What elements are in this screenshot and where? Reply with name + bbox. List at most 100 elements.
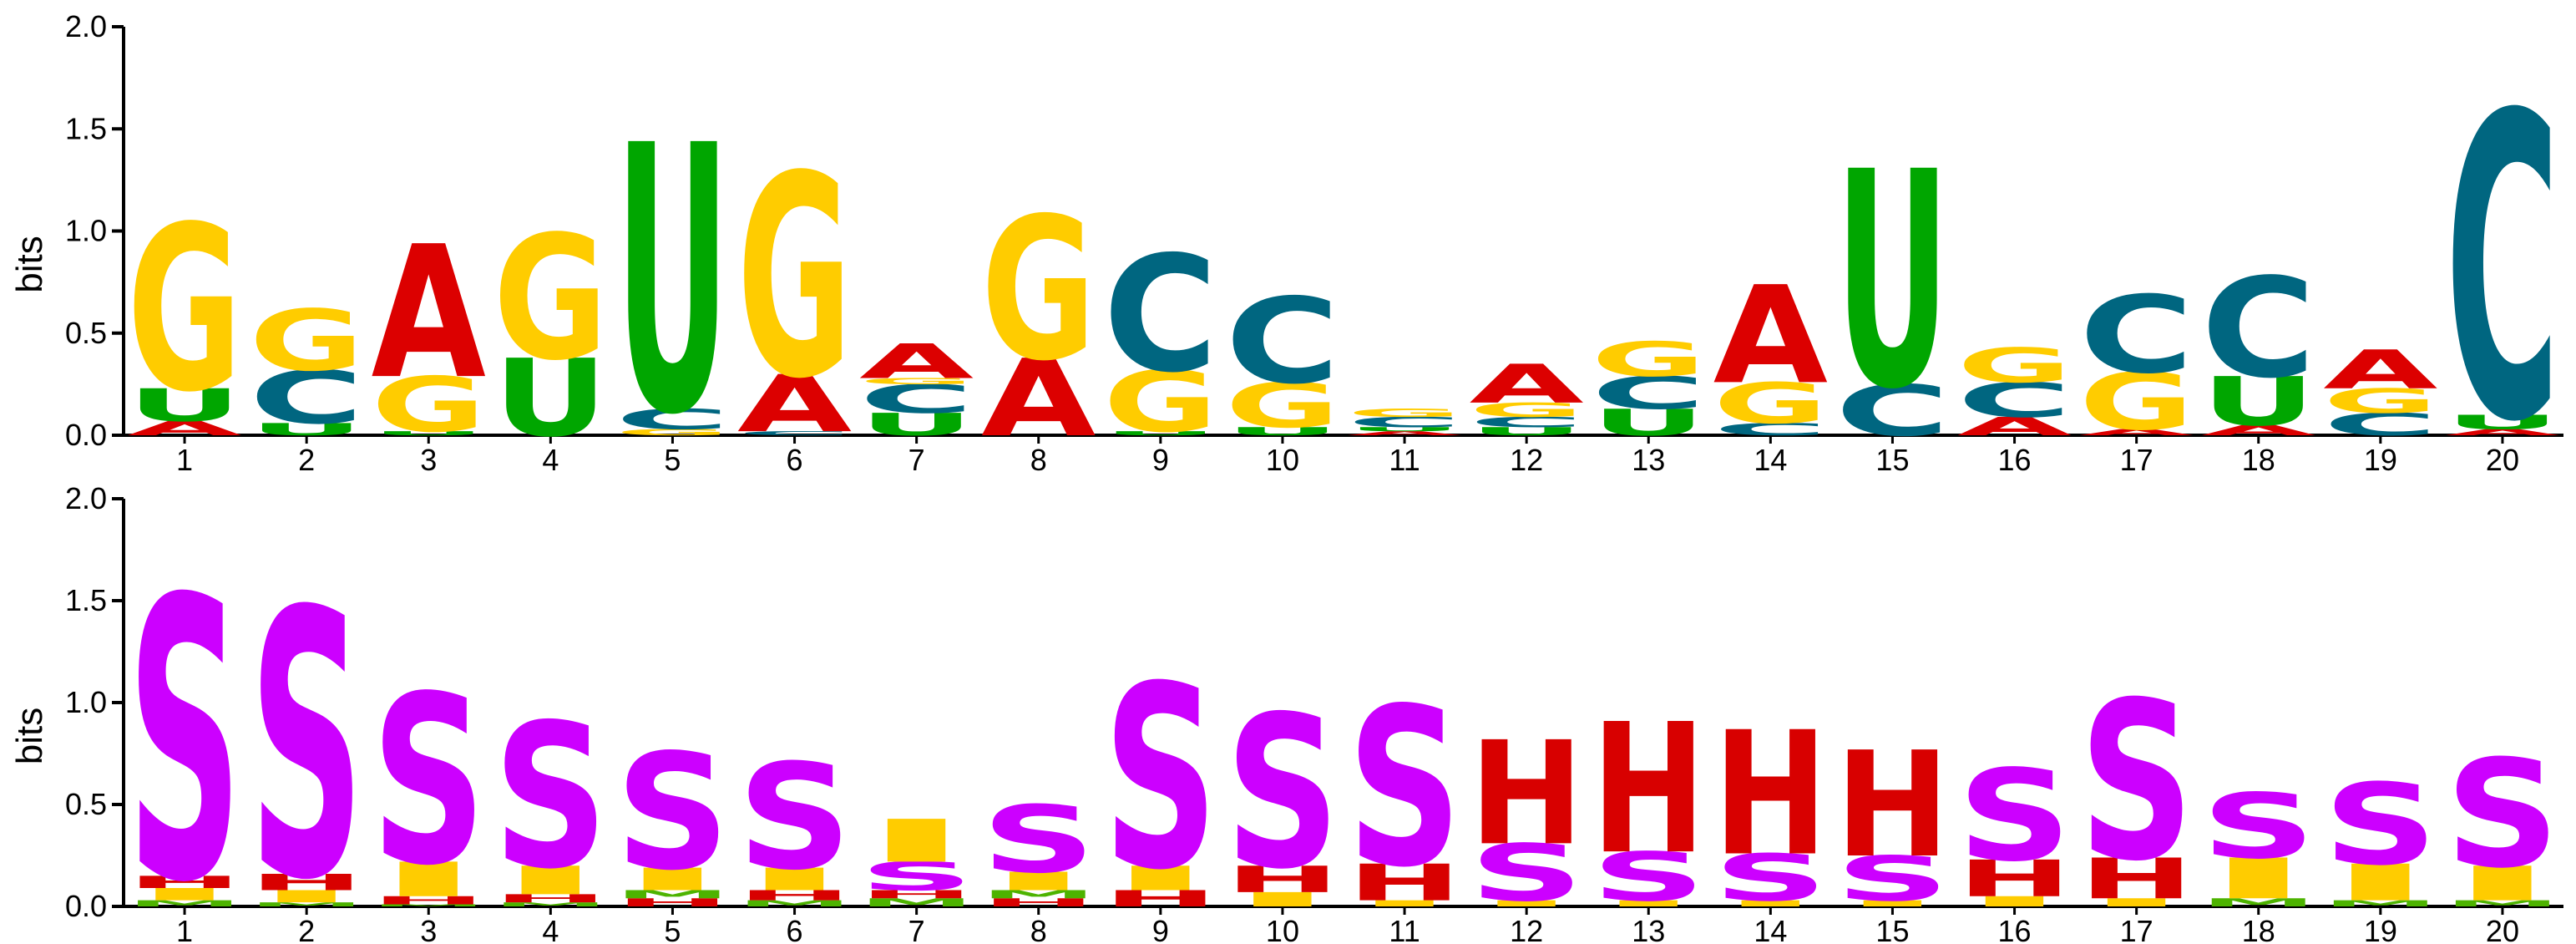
x-tick-label: 16	[1998, 443, 2032, 477]
logo-glyph-S: S	[372, 647, 486, 917]
logo-glyph-S: S	[1835, 844, 1950, 916]
x-tick-label: 15	[1875, 443, 1909, 477]
logo-glyph-A: A	[859, 334, 974, 389]
logo-glyph-H: H	[1103, 886, 1217, 911]
logo-glyph-H: H	[249, 870, 363, 896]
logo-glyph-I: I	[1103, 859, 1217, 898]
logo-glyph-H: H	[1225, 859, 1339, 901]
logo-glyph-M: M	[615, 888, 730, 901]
logo-glyph-A: A	[2201, 422, 2315, 439]
logo-glyph-I: I	[1469, 899, 1583, 909]
x-tick-label: 19	[2364, 914, 2397, 944]
x-tick-label: 10	[1266, 443, 1299, 477]
x-tick-label: 2	[298, 914, 315, 944]
logo-glyph-H: H	[1469, 712, 1583, 877]
x-tick-label: 5	[664, 443, 681, 477]
x-tick-label: 18	[2242, 914, 2275, 944]
logo-glyph-M: M	[2445, 899, 2559, 909]
logo-glyph-M: M	[2201, 896, 2315, 910]
y-axis-title: bits	[9, 236, 50, 292]
logo-glyph-H: H	[737, 887, 852, 904]
logo-glyph-S: S	[2079, 655, 2194, 909]
logo-glyph-I: I	[1957, 893, 2072, 909]
logo-glyph-U: U	[1592, 402, 1706, 444]
y-tick-label: 1.5	[65, 583, 107, 617]
x-tick-label: 9	[1152, 443, 1169, 477]
x-tick-label: 15	[1875, 914, 1909, 944]
logo-glyph-U: U	[493, 338, 608, 461]
logo-glyph-C: C	[2323, 407, 2437, 443]
logo-glyph-C: C	[1835, 371, 1950, 453]
logo-glyph-U: U	[1225, 425, 1339, 439]
logo-glyph-S: S	[859, 854, 974, 900]
logo-glyph-I: I	[2079, 896, 2194, 910]
logo-glyph-S: S	[1225, 671, 1339, 916]
logo-glyph-S: S	[127, 519, 241, 944]
logo-glyph-G: G	[859, 377, 974, 387]
logo-glyph-I: I	[127, 885, 241, 904]
logo-glyph-H: H	[372, 894, 486, 907]
logo-glyph-M: M	[249, 901, 363, 908]
logo-glyph-G: G	[981, 177, 1096, 405]
logo-glyph-U: U	[2201, 363, 2315, 442]
logo-glyph-C: C	[859, 377, 974, 423]
x-tick-label: 3	[420, 443, 437, 477]
logo-glyph-I: I	[615, 861, 730, 897]
logo-glyph-S: S	[2445, 728, 2559, 901]
logo-glyph-G: G	[1713, 372, 1828, 437]
x-tick-label: 10	[1266, 914, 1299, 944]
x-tick-label: 12	[1510, 914, 1543, 944]
logo-glyph-I: I	[1592, 899, 1706, 909]
x-tick-label: 8	[1030, 914, 1047, 944]
logo-glyph-G: G	[1592, 332, 1706, 388]
logo-glyph-C: C	[615, 403, 730, 435]
logo-glyph-I: I	[2445, 856, 2559, 911]
logo-glyph-U: U	[859, 407, 974, 443]
logo-glyph-M: M	[493, 901, 608, 908]
logo-glyph-I: I	[1347, 899, 1461, 909]
logo-glyph-S: S	[1957, 744, 2072, 890]
x-tick-label: 2	[298, 443, 315, 477]
logo-glyph-H: H	[981, 896, 1096, 910]
logo-glyph-C: C	[737, 430, 852, 437]
logo-glyph-U: U	[1347, 426, 1461, 433]
logo-glyph-C: C	[1469, 414, 1583, 430]
x-tick-label: 14	[1754, 443, 1787, 477]
x-tick-label: 1	[176, 914, 193, 944]
logo-glyph-U: U	[2445, 411, 2559, 434]
logo-glyph-S: S	[1469, 829, 1583, 920]
logo-glyph-U: U	[615, 68, 730, 495]
x-tick-label: 20	[2486, 914, 2519, 944]
logo-glyph-S: S	[2323, 759, 2437, 890]
logo-glyph-A: A	[2323, 339, 2437, 401]
x-tick-label: 8	[1030, 443, 1047, 477]
logo-glyph-S: S	[249, 534, 363, 944]
logo-glyph-H: H	[127, 872, 241, 891]
y-tick-label: 0.5	[65, 316, 107, 350]
x-tick-label: 11	[1389, 443, 1420, 477]
x-tick-label: 13	[1632, 914, 1665, 944]
x-tick-label: 17	[2120, 914, 2153, 944]
x-tick-label: 6	[787, 443, 803, 477]
logo-glyph-S: S	[1103, 633, 1217, 926]
logo-glyph-C: C	[1347, 414, 1461, 430]
logo-glyph-S: S	[737, 733, 852, 902]
logo-glyph-C: C	[1713, 419, 1828, 439]
logo-glyph-I: I	[2323, 854, 2437, 912]
logo-glyph-I: I	[372, 852, 486, 907]
logo-glyph-I: I	[2201, 846, 2315, 911]
logo-glyph-A: A	[1957, 412, 2072, 441]
x-tick-label: 4	[542, 443, 559, 477]
logo-glyph-M: M	[859, 896, 974, 910]
logo-glyph-I: I	[1835, 899, 1950, 909]
logo-glyph-C: C	[2201, 249, 2315, 409]
logo-glyph-S: S	[1713, 841, 1828, 916]
logo-glyph-G: G	[2323, 382, 2437, 421]
logo-glyph-A: A	[1469, 353, 1583, 415]
logo-glyph-A: A	[2079, 428, 2194, 438]
logo-glyph-M: M	[981, 888, 1096, 901]
logo-glyph-G: G	[1103, 353, 1217, 451]
logo-glyph-C: C	[2445, 28, 2559, 513]
logo-glyph-U: U	[1103, 430, 1217, 437]
